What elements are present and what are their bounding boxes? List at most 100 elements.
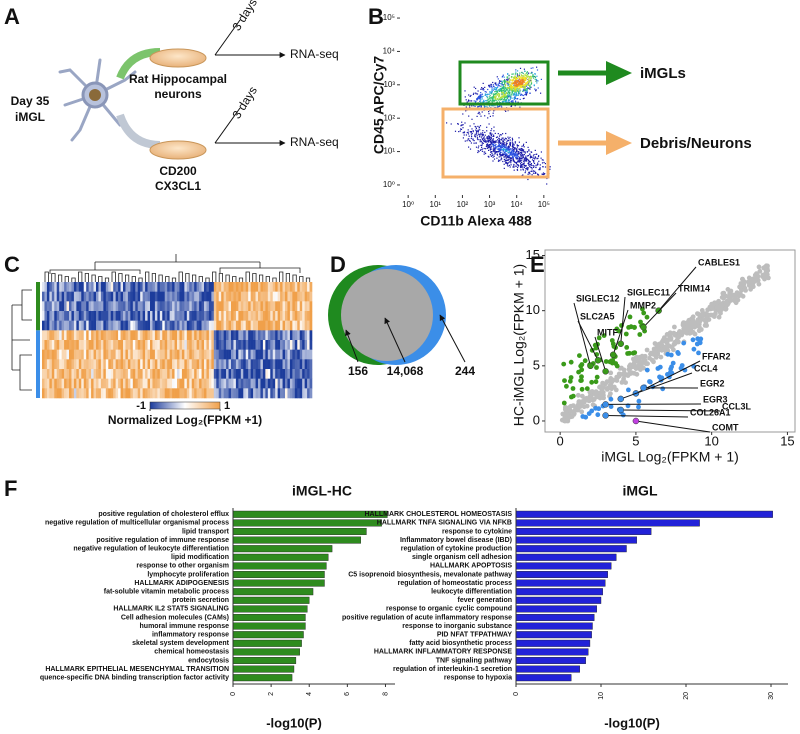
cell-event [480,92,482,94]
gene-point [638,319,643,325]
heatmap-cell [297,359,301,370]
heatmap-cell [86,311,89,321]
gene-point [752,278,758,284]
cell-event [537,87,539,89]
heatmap-cell [177,282,180,292]
cell-event [511,101,513,103]
gene-point [679,363,685,368]
cell-event [526,155,529,157]
heatmap-cell [167,282,170,292]
heatmap-cell [123,378,126,389]
cell-event [506,87,508,89]
cell-event [495,146,497,148]
heatmap-cell [164,388,168,399]
heatmap-cell [240,359,244,370]
point-label: CCL4 [694,363,718,373]
heatmap-cell [223,320,227,331]
heatmap-cell [113,349,116,360]
cell-event [506,143,508,145]
heatmap-cell [238,282,242,292]
cell-event [497,84,499,86]
heatmap-cell [272,311,276,321]
cell-event [469,95,471,97]
gene-point [580,393,585,399]
heatmap-cell [292,388,296,399]
cell-event [492,139,494,141]
cell-event [512,100,514,102]
cell-event [533,166,535,168]
cell-event [499,85,501,87]
heatmap-cell [265,378,269,389]
cell-event [517,93,519,95]
cell-event [494,88,496,91]
cell-event [504,93,506,95]
gene-point [592,391,598,397]
cell-event [522,94,524,97]
cell-event [502,145,504,147]
heatmap-cell [51,378,55,389]
heatmap-cell [189,369,193,379]
heatmap-cell [179,378,183,389]
heatmap-cell [56,320,60,331]
heatmap-cell [255,349,259,360]
heatmap-cell [125,282,129,292]
cell-event [508,81,510,83]
cell-event [462,132,464,134]
cell-event [479,139,481,141]
heatmap-cell [285,349,288,360]
cell-event [535,157,537,159]
cell-event [514,80,516,82]
cell-event [504,156,506,158]
gene-point [595,412,601,418]
cell-event [491,152,493,155]
cell-event [523,154,525,156]
heatmap-cell [177,301,180,312]
cell-event [500,97,502,99]
cell-event [482,138,484,141]
cell-event [516,162,518,164]
heatmap-cell [265,320,269,331]
heatmap-cell [120,369,124,379]
heatmap-cell [285,340,288,350]
gate-label: iMGLs [640,65,686,82]
category-label: leukocyte differentiation [431,589,512,596]
cell-event [480,93,482,96]
heatmap-cell [186,291,190,302]
heatmap-cell [64,320,67,331]
heatmap-cell [54,311,58,321]
cell-event [512,148,514,150]
heatmap-cell [211,301,215,312]
cell-event [514,94,516,96]
cell-event [516,80,518,82]
cell-event [501,148,503,150]
cell-event [527,158,529,161]
gene-point [725,287,731,292]
cell-event [511,93,513,95]
heatmap-cell [260,330,264,341]
heatmap-cell [152,311,156,321]
heatmap-cell [304,359,308,370]
cell-event [489,154,491,156]
cell-event [532,74,534,76]
heatmap-cell [287,320,291,331]
heatmap-cell [159,320,163,331]
gene-point [732,296,738,302]
cell-event [509,91,511,93]
heatmap-cell [159,291,163,302]
heatmap-cell [240,378,244,389]
heatmap-cell [201,378,205,389]
cell-event [523,84,525,86]
gene-point [720,291,726,296]
panel-a: Day 35 iMGL Rat Hippocampal neurons CD20… [11,0,339,193]
heatmap-cell [285,359,288,370]
gene-point [579,399,585,405]
gene-point [641,310,647,316]
heatmap-cell [127,340,131,350]
heatmap-cell [140,349,143,360]
heatmap-cell [228,301,232,312]
heatmap-cell [100,301,104,312]
cell-event [535,80,537,82]
category-label: HALLMARK INFLAMMATORY RESPONSE [374,649,513,656]
heatmap-cell [233,340,237,350]
heatmap-cell [186,282,190,292]
